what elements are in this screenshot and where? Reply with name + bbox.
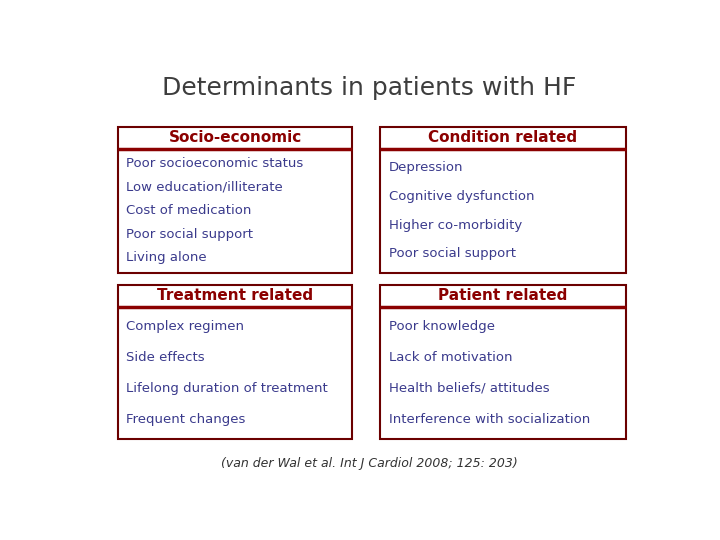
Text: (van der Wal et al. Int J Cardiol 2008; 125: 203): (van der Wal et al. Int J Cardiol 2008; … xyxy=(220,457,518,470)
Text: Determinants in patients with HF: Determinants in patients with HF xyxy=(162,76,576,100)
Bar xyxy=(380,285,626,439)
Text: Side effects: Side effects xyxy=(126,351,205,364)
Text: Cognitive dysfunction: Cognitive dysfunction xyxy=(389,190,534,203)
Text: Health beliefs/ attitudes: Health beliefs/ attitudes xyxy=(389,382,549,395)
Text: Poor social support: Poor social support xyxy=(389,247,516,260)
Text: Socio-economic: Socio-economic xyxy=(168,131,302,145)
Text: Complex regimen: Complex regimen xyxy=(126,320,244,333)
Bar xyxy=(380,127,626,273)
Text: Higher co-morbidity: Higher co-morbidity xyxy=(389,219,522,232)
Bar xyxy=(118,285,352,439)
Text: Treatment related: Treatment related xyxy=(157,288,313,303)
Text: Low education/illiterate: Low education/illiterate xyxy=(126,181,283,194)
Text: Cost of medication: Cost of medication xyxy=(126,204,252,217)
Text: Patient related: Patient related xyxy=(438,288,567,303)
Text: Poor social support: Poor social support xyxy=(126,228,253,241)
Text: Living alone: Living alone xyxy=(126,251,207,264)
Text: Depression: Depression xyxy=(389,161,463,174)
Text: Poor knowledge: Poor knowledge xyxy=(389,320,495,333)
Bar xyxy=(118,127,352,273)
Text: Poor socioeconomic status: Poor socioeconomic status xyxy=(126,158,304,171)
Text: Lack of motivation: Lack of motivation xyxy=(389,351,512,364)
Text: Interference with socialization: Interference with socialization xyxy=(389,413,590,426)
Text: Lifelong duration of treatment: Lifelong duration of treatment xyxy=(126,382,328,395)
Text: Condition related: Condition related xyxy=(428,131,577,145)
Text: Frequent changes: Frequent changes xyxy=(126,413,246,426)
